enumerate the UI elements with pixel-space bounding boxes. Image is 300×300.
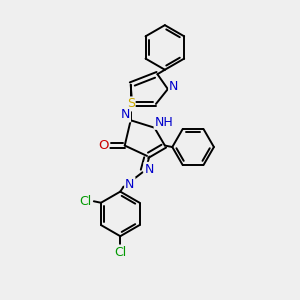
Text: N: N — [121, 108, 130, 122]
Text: N: N — [169, 80, 178, 93]
Text: Cl: Cl — [114, 246, 126, 259]
Text: N: N — [144, 163, 154, 176]
Text: N: N — [125, 178, 134, 191]
Text: S: S — [127, 98, 135, 110]
Text: O: O — [98, 139, 109, 152]
Text: NH: NH — [154, 116, 173, 129]
Text: Cl: Cl — [79, 195, 91, 208]
